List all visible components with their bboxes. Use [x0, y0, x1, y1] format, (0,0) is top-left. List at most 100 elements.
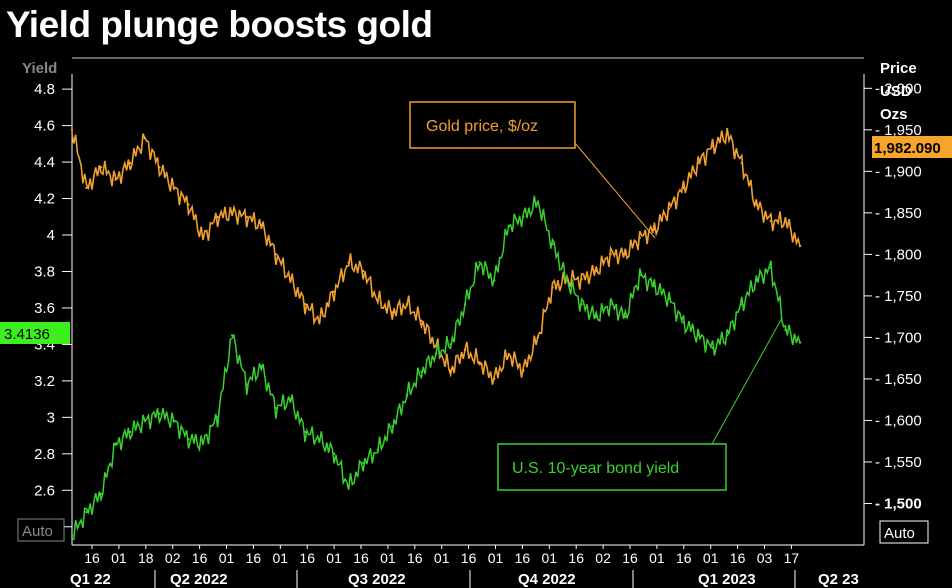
right-tick-label: - 1,900: [875, 163, 922, 180]
gold-point: [391, 311, 394, 314]
yield-point: [318, 438, 321, 441]
yield-point: [289, 397, 292, 401]
gold-point: [245, 215, 248, 219]
gold-point: [638, 236, 642, 239]
yield-point: [493, 279, 496, 282]
x-tick-label: 16: [192, 550, 208, 566]
gold-point: [449, 369, 452, 372]
left-tick-label: 3: [47, 409, 55, 426]
gold-point: [711, 145, 714, 148]
yield-point: [449, 343, 452, 346]
yield-point: [580, 303, 583, 306]
gold-last-value-badge: [872, 136, 952, 158]
yield-point: [99, 492, 103, 496]
gold-annotation-box: [409, 101, 576, 149]
right-auto-box[interactable]: [879, 520, 929, 544]
yield-annotation-leader: [711, 317, 783, 445]
x-tick-label: 02: [165, 550, 181, 566]
gold-point: [798, 244, 802, 248]
yield-point: [624, 315, 627, 319]
gold-point: [85, 186, 88, 190]
left-tick-label: 3.2: [34, 373, 55, 390]
left-auto-label[interactable]: Auto: [22, 523, 53, 540]
x-tick-label: 01: [273, 550, 289, 566]
left-auto-box[interactable]: [17, 518, 65, 542]
x-tick-label: 17: [784, 550, 800, 566]
yield-last-value: 3.4136: [4, 326, 50, 343]
gold-point: [551, 286, 554, 289]
x-tick-label: 16: [461, 550, 477, 566]
yield-point: [420, 370, 423, 373]
left-tick-label: 2.8: [34, 446, 55, 463]
gold-point: [580, 278, 583, 281]
gold-point: [493, 377, 496, 381]
gold-point: [405, 302, 409, 306]
yield-point: [798, 341, 802, 344]
right-tick-label: - 1,950: [875, 122, 922, 139]
x-tick-label: 01: [649, 550, 665, 566]
gold-point: [653, 228, 656, 231]
yield-point: [362, 461, 365, 465]
yield-point: [201, 441, 205, 445]
x-tick-label: 16: [84, 550, 100, 566]
gold-point: [201, 236, 205, 239]
gold-point: [362, 269, 365, 273]
gold-point: [624, 253, 627, 256]
yield-point: [70, 534, 74, 538]
gold-point: [536, 336, 540, 339]
right-axis-title-line3: Ozs: [880, 106, 908, 123]
right-auto-label[interactable]: Auto: [884, 525, 915, 542]
gold-point: [332, 290, 336, 293]
yield-point: [332, 452, 336, 456]
yield-point: [653, 284, 656, 288]
left-tick-label: 2.6: [34, 482, 55, 499]
left-tick-label: 4.6: [34, 118, 55, 135]
left-tick-label: 3.8: [34, 263, 55, 280]
bond-yield-series: [70, 195, 802, 541]
right-axis-title-line2: USD: [880, 83, 912, 100]
left-tick-label: 4.4: [34, 154, 55, 171]
yield-annotation-box: [497, 443, 727, 491]
yield-last-value-badge: [0, 322, 70, 344]
x-tick-label: 16: [730, 550, 746, 566]
gold-point: [143, 136, 146, 140]
x-tick-label: 01: [703, 550, 719, 566]
right-tick-label: - 1,500: [875, 495, 922, 512]
yield-point: [609, 303, 612, 306]
left-axis-title: Yield: [22, 60, 57, 77]
gold-point: [347, 261, 350, 264]
right-tick-label: - 1,550: [875, 454, 922, 471]
yield-point: [260, 365, 263, 368]
right-tick-label: - 1,600: [875, 412, 922, 429]
x-tick-label: 01: [434, 550, 450, 566]
yield-point: [711, 346, 714, 350]
right-tick-label: - 1,850: [875, 205, 922, 222]
x-tick-label: 01: [488, 550, 504, 566]
yield-point: [391, 425, 394, 428]
yield-point: [565, 279, 569, 282]
gold-point: [696, 161, 700, 165]
yield-point: [594, 315, 598, 319]
yield-point: [245, 383, 248, 386]
gold-point: [129, 161, 132, 165]
left-tick-label: 4.8: [34, 81, 55, 98]
gold-point: [289, 278, 292, 281]
gold-point: [274, 253, 278, 256]
gold-point: [740, 161, 743, 165]
quarter-label: Q2 2022: [170, 571, 228, 588]
quarter-label: Q2 23: [818, 571, 859, 588]
yield-point: [726, 334, 729, 337]
gold-point: [420, 319, 423, 323]
x-tick-label: 18: [138, 550, 154, 566]
yield-point: [85, 510, 88, 514]
gold-point: [230, 211, 234, 215]
right-tick-label: - 2,000: [875, 80, 922, 97]
yield-point: [347, 485, 350, 488]
quarter-label: Q1 22: [70, 571, 111, 588]
x-tick-label: 16: [515, 550, 531, 566]
gold-point: [667, 207, 671, 210]
x-tick-label: 16: [353, 550, 369, 566]
yield-annotation-label: U.S. 10-year bond yield: [512, 460, 679, 477]
yield-point: [303, 430, 307, 434]
gold-point: [478, 361, 481, 364]
